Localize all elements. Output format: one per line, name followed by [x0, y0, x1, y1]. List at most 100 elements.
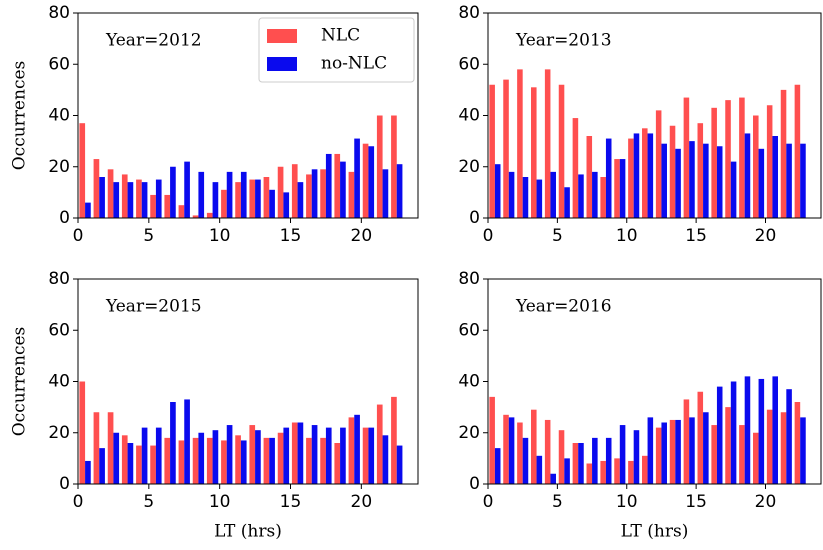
bar	[628, 460, 634, 484]
bar	[655, 427, 662, 484]
legend-swatch	[267, 57, 297, 71]
bar	[586, 463, 593, 484]
x-tick-label: 0	[73, 226, 84, 246]
y-tick-label: 80	[48, 269, 70, 289]
bar	[348, 417, 355, 484]
x-tick-label: 10	[616, 492, 638, 512]
bar	[550, 473, 556, 484]
bar	[800, 143, 806, 218]
bar	[564, 458, 570, 484]
bar	[689, 417, 695, 484]
bar	[647, 417, 654, 484]
bar	[558, 430, 565, 484]
legend-swatch	[267, 29, 297, 43]
bar	[730, 381, 737, 484]
bar	[283, 427, 290, 484]
bar	[226, 171, 233, 218]
bar	[306, 437, 312, 484]
bar	[192, 437, 199, 484]
bar	[348, 171, 355, 218]
bar	[489, 396, 495, 484]
bar	[689, 141, 695, 218]
bar	[697, 123, 704, 218]
bar	[178, 440, 185, 484]
bar	[206, 437, 213, 484]
y-tick-label: 0	[469, 474, 480, 494]
bar	[396, 164, 403, 218]
bar	[283, 192, 290, 218]
bar	[600, 177, 606, 218]
bar	[212, 430, 219, 484]
bar	[494, 448, 501, 484]
bar	[121, 435, 128, 484]
bar	[164, 194, 171, 218]
bar	[178, 205, 185, 218]
bar	[249, 179, 256, 218]
bar	[368, 427, 375, 484]
bar	[758, 148, 765, 218]
bar	[240, 440, 247, 484]
bar	[786, 143, 792, 218]
bar	[633, 430, 640, 484]
bar	[340, 427, 346, 484]
x-tick-label: 10	[209, 492, 231, 512]
bar	[619, 425, 626, 484]
y-tick-label: 40	[48, 372, 70, 392]
x-axis-label: LT (hrs)	[214, 522, 282, 542]
bar	[121, 174, 128, 218]
bar	[536, 179, 543, 218]
bar	[184, 399, 190, 484]
x-tick-label: 5	[143, 226, 154, 246]
bar	[494, 164, 501, 218]
bar	[753, 432, 759, 484]
bar	[396, 445, 403, 484]
bar	[605, 138, 612, 218]
bar	[136, 445, 142, 484]
bar	[297, 422, 304, 484]
y-axis-label: Occurrences	[10, 327, 30, 437]
bar	[291, 164, 298, 218]
bar	[240, 171, 247, 218]
bar	[716, 386, 723, 484]
bar	[661, 422, 667, 484]
bar	[113, 182, 120, 218]
bar	[127, 443, 134, 484]
bar	[675, 419, 681, 484]
y-tick-label: 40	[48, 106, 70, 126]
bar	[354, 414, 360, 484]
bar	[297, 182, 304, 218]
bar	[99, 448, 105, 484]
bar	[703, 143, 709, 218]
x-tick-label: 15	[280, 226, 302, 246]
bar	[376, 115, 383, 218]
bar	[277, 166, 284, 218]
bar	[107, 169, 114, 218]
x-tick-label: 5	[143, 492, 154, 512]
x-tick-label: 15	[685, 492, 707, 512]
x-tick-label: 0	[483, 492, 494, 512]
bar	[780, 89, 787, 218]
bar	[221, 189, 227, 218]
y-tick-label: 60	[458, 320, 480, 340]
bar	[311, 169, 318, 218]
y-tick-label: 20	[48, 157, 70, 177]
bar	[592, 437, 598, 484]
annotation: Year=2013	[515, 31, 612, 51]
bar	[794, 84, 801, 218]
bar	[212, 182, 219, 218]
bar	[614, 458, 620, 484]
bar	[334, 153, 341, 218]
bar	[391, 115, 397, 218]
bar	[619, 159, 626, 218]
bar	[744, 376, 751, 484]
bar	[517, 69, 523, 218]
bar	[320, 169, 326, 218]
y-tick-label: 80	[458, 3, 480, 23]
bar	[600, 460, 606, 484]
x-tick-label: 20	[351, 492, 373, 512]
bar	[578, 174, 584, 218]
bar	[683, 97, 690, 218]
bar	[93, 412, 100, 484]
bar	[508, 417, 515, 484]
